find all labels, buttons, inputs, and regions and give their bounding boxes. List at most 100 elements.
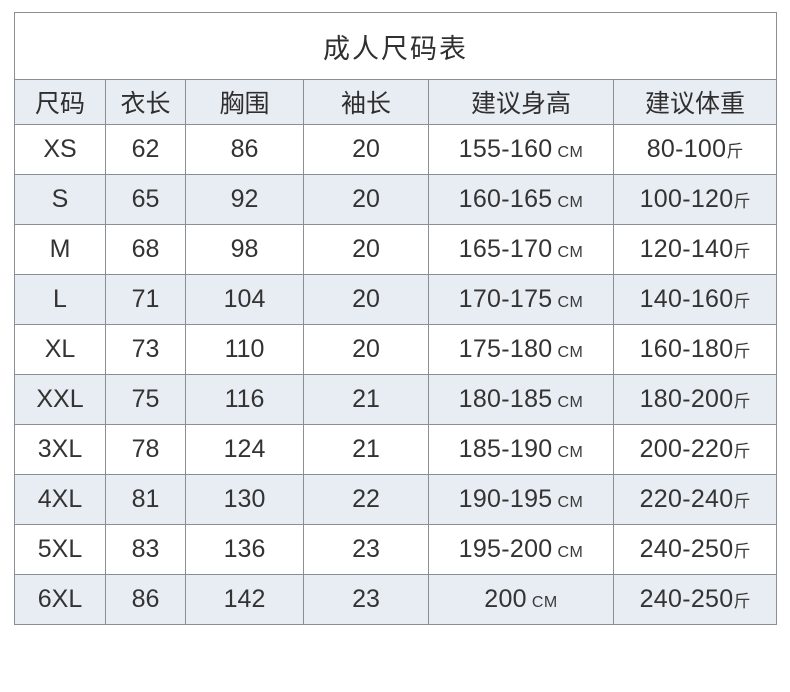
cell-weight: 100-120斤: [612, 174, 778, 225]
table-header-row: 尺码 衣长 胸围 袖长 建议身高 建议体重: [14, 79, 778, 125]
cell-size: 4XL: [14, 474, 106, 525]
cell-size: 5XL: [14, 524, 106, 575]
cell-weight: 180-200斤: [612, 374, 778, 425]
cell-bust: 110: [185, 324, 304, 375]
cell-length: 86: [105, 574, 186, 625]
table-row: 6XL 86 142 23 200 CM 240-250斤: [14, 574, 778, 625]
cell-length: 62: [105, 124, 186, 175]
cell-size: 3XL: [14, 424, 106, 475]
cell-bust: 98: [185, 224, 304, 275]
cell-length: 65: [105, 174, 186, 225]
height-unit: CM: [557, 444, 584, 461]
height-value: 190-195: [458, 485, 553, 513]
table-row: 5XL 83 136 23 195-200 CM 240-250斤: [14, 524, 778, 575]
table-row: L 71 104 20 170-175 CM 140-160斤: [14, 274, 778, 325]
weight-unit: 斤: [733, 292, 751, 311]
cell-sleeve: 20: [303, 274, 429, 325]
weight-value: 140-160: [639, 285, 734, 313]
adult-size-table: 成人尺码表 尺码 衣长 胸围 袖长 建议身高 建议体重 XS 62 86 20 155-…: [13, 12, 778, 625]
weight-value: 240-250: [639, 535, 734, 563]
weight-unit: 斤: [733, 392, 751, 411]
cell-weight: 160-180斤: [612, 324, 778, 375]
cell-sleeve: 22: [303, 474, 429, 525]
weight-value: 200-220: [639, 435, 734, 463]
height-unit: CM: [557, 294, 584, 311]
cell-bust: 116: [185, 374, 304, 425]
cell-weight: 240-250斤: [612, 574, 778, 625]
weight-value: 180-200: [639, 385, 734, 413]
table-title-row: 成人尺码表: [13, 12, 778, 80]
cell-bust: 130: [185, 474, 304, 525]
table-row: 4XL 81 130 22 190-195 CM 220-240斤: [14, 474, 778, 525]
column-header-length: 衣长: [105, 79, 186, 125]
cell-height: 180-185 CM: [428, 374, 614, 425]
weight-value: 220-240: [639, 485, 734, 513]
cell-length: 78: [105, 424, 186, 475]
weight-value: 80-100: [646, 135, 727, 163]
cell-sleeve: 21: [303, 374, 429, 425]
cell-size: M: [14, 224, 106, 275]
height-value: 160-165: [458, 185, 553, 213]
height-value: 165-170: [458, 235, 553, 263]
cell-sleeve: 23: [303, 574, 429, 625]
column-header-weight: 建议体重: [612, 79, 778, 125]
cell-weight: 220-240斤: [612, 474, 778, 525]
cell-bust: 104: [185, 274, 304, 325]
table-row: XS 62 86 20 155-160 CM 80-100斤: [14, 124, 778, 175]
cell-weight: 80-100斤: [612, 124, 778, 175]
height-value: 185-190: [458, 435, 553, 463]
height-value: 155-160: [458, 135, 553, 163]
cell-size: XS: [14, 124, 106, 175]
cell-weight: 200-220斤: [612, 424, 778, 475]
table-row: 3XL 78 124 21 185-190 CM 200-220斤: [14, 424, 778, 475]
table-row: S 65 92 20 160-165 CM 100-120斤: [14, 174, 778, 225]
cell-height: 185-190 CM: [428, 424, 614, 475]
cell-weight: 140-160斤: [612, 274, 778, 325]
cell-sleeve: 21: [303, 424, 429, 475]
height-unit: CM: [557, 394, 584, 411]
cell-sleeve: 20: [303, 224, 429, 275]
height-unit: CM: [557, 494, 584, 511]
cell-height: 165-170 CM: [428, 224, 614, 275]
height-unit: CM: [557, 244, 584, 261]
height-unit: CM: [557, 194, 584, 211]
cell-bust: 92: [185, 174, 304, 225]
height-unit: CM: [557, 544, 584, 561]
weight-value: 160-180: [639, 335, 734, 363]
cell-length: 68: [105, 224, 186, 275]
weight-unit: 斤: [733, 192, 751, 211]
cell-height: 170-175 CM: [428, 274, 614, 325]
column-header-height: 建议身高: [428, 79, 614, 125]
cell-bust: 124: [185, 424, 304, 475]
cell-size: XL: [14, 324, 106, 375]
column-header-size: 尺码: [14, 79, 106, 125]
cell-size: S: [14, 174, 106, 225]
cell-bust: 86: [185, 124, 304, 175]
cell-height: 190-195 CM: [428, 474, 614, 525]
cell-height: 175-180 CM: [428, 324, 614, 375]
column-header-bust: 胸围: [185, 79, 304, 125]
height-value: 170-175: [458, 285, 553, 313]
weight-unit: 斤: [733, 592, 751, 611]
cell-weight: 120-140斤: [612, 224, 778, 275]
height-value: 175-180: [458, 335, 553, 363]
cell-sleeve: 20: [303, 174, 429, 225]
weight-unit: 斤: [733, 492, 751, 511]
weight-unit: 斤: [733, 442, 751, 461]
size-table-container: 成人尺码表 尺码 衣长 胸围 袖长 建议身高 建议体重 XS 62 86 20 155-…: [13, 12, 778, 625]
height-value: 180-185: [458, 385, 553, 413]
table-row: M 68 98 20 165-170 CM 120-140斤: [14, 224, 778, 275]
weight-value: 120-140: [639, 235, 734, 263]
cell-height: 200 CM: [428, 574, 614, 625]
weight-value: 240-250: [639, 585, 734, 613]
weight-unit: 斤: [733, 242, 751, 261]
weight-unit: 斤: [733, 342, 751, 361]
height-value: 200: [484, 585, 527, 613]
height-unit: CM: [557, 344, 584, 361]
cell-bust: 136: [185, 524, 304, 575]
cell-length: 73: [105, 324, 186, 375]
cell-sleeve: 20: [303, 324, 429, 375]
weight-unit: 斤: [726, 142, 744, 161]
cell-length: 75: [105, 374, 186, 425]
